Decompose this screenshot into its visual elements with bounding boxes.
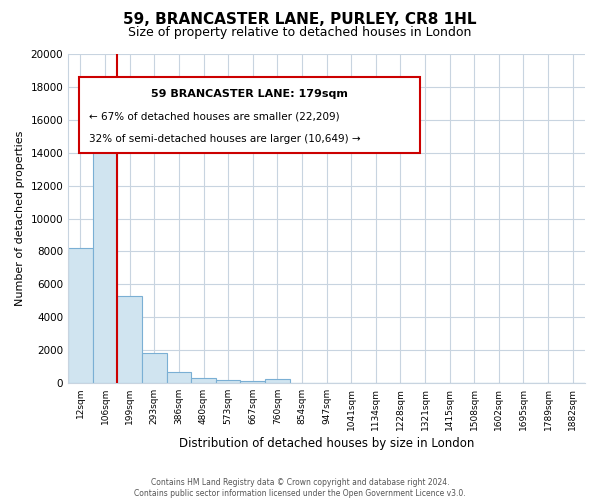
Bar [216, 380, 241, 383]
Bar [191, 378, 216, 383]
Bar [118, 296, 142, 383]
Bar [93, 110, 118, 383]
Bar [167, 372, 191, 383]
FancyBboxPatch shape [79, 77, 419, 152]
X-axis label: Distribution of detached houses by size in London: Distribution of detached houses by size … [179, 437, 474, 450]
Text: 59, BRANCASTER LANE, PURLEY, CR8 1HL: 59, BRANCASTER LANE, PURLEY, CR8 1HL [123, 12, 477, 28]
Text: Size of property relative to detached houses in London: Size of property relative to detached ho… [128, 26, 472, 39]
Bar [265, 379, 290, 383]
Bar [68, 248, 93, 383]
Bar [142, 354, 167, 383]
Y-axis label: Number of detached properties: Number of detached properties [15, 131, 25, 306]
Text: Contains HM Land Registry data © Crown copyright and database right 2024.
Contai: Contains HM Land Registry data © Crown c… [134, 478, 466, 498]
Text: 32% of semi-detached houses are larger (10,649) →: 32% of semi-detached houses are larger (… [89, 134, 361, 144]
Text: 59 BRANCASTER LANE: 179sqm: 59 BRANCASTER LANE: 179sqm [151, 88, 347, 99]
Bar [241, 382, 265, 383]
Text: ← 67% of detached houses are smaller (22,209): ← 67% of detached houses are smaller (22… [89, 112, 340, 122]
